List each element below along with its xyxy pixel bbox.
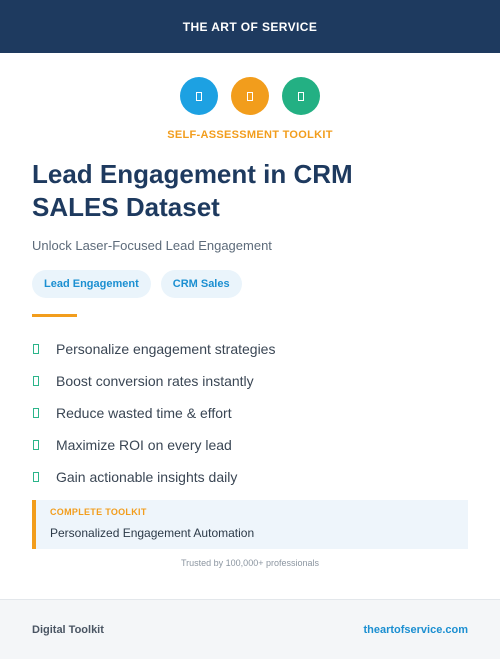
page-title: Lead Engagement in CRM SALES Dataset [32,158,472,224]
footer-label: Digital Toolkit [32,623,104,636]
header-bar: THE ART OF SERVICE [0,0,500,53]
list-item: Reduce wasted time & effort [32,397,275,429]
benefit-text: Reduce wasted time & effort [56,405,232,421]
placeholder-glyph-icon [196,91,202,101]
placeholder-glyph-icon [247,91,253,101]
benefit-list: Personalize engagement strategies Boost … [32,333,275,493]
callout-text: Personalized Engagement Automation [50,526,255,540]
tag-crm-sales[interactable]: CRM Sales [160,270,242,298]
list-item: Personalize engagement strategies [32,333,275,365]
list-item: Maximize ROI on every lead [32,429,275,461]
check-icon [33,344,39,354]
list-item: Boost conversion rates instantly [32,365,275,397]
brand-name: THE ART OF SERVICE [182,19,318,34]
feature-icon-2 [231,77,269,115]
feature-icon-1 [180,77,218,115]
benefit-text: Gain actionable insights daily [56,469,238,485]
callout-label: COMPLETE TOOLKIT [50,507,147,517]
check-icon [33,440,39,450]
benefit-text: Boost conversion rates instantly [56,373,254,389]
benefit-text: Maximize ROI on every lead [56,437,232,453]
website-link[interactable]: theartofservice.com [363,623,468,636]
trust-line: Trusted by 100,000+ professionals [180,558,319,568]
accent-divider [32,314,77,317]
tag-lead-engagement[interactable]: Lead Engagement [32,270,151,298]
feature-icon-3 [282,77,320,115]
subtitle: Unlock Laser-Focused Lead Engagement [32,238,272,253]
check-icon [33,472,39,482]
check-icon [33,408,39,418]
tag-list: Lead Engagement CRM Sales [32,270,242,298]
placeholder-glyph-icon [298,91,304,101]
list-item: Gain actionable insights daily [32,461,275,493]
toolkit-kicker: SELF-ASSESSMENT TOOLKIT [167,129,333,141]
title-line-1: Lead Engagement in CRM [32,159,353,189]
title-line-2: SALES Dataset [32,192,220,222]
icon-row [0,77,500,115]
footer-bar: Digital Toolkit theartofservice.com [0,599,500,659]
check-icon [33,376,39,386]
benefit-text: Personalize engagement strategies [56,341,276,357]
toolkit-callout: COMPLETE TOOLKIT Personalized Engagement… [32,500,468,549]
